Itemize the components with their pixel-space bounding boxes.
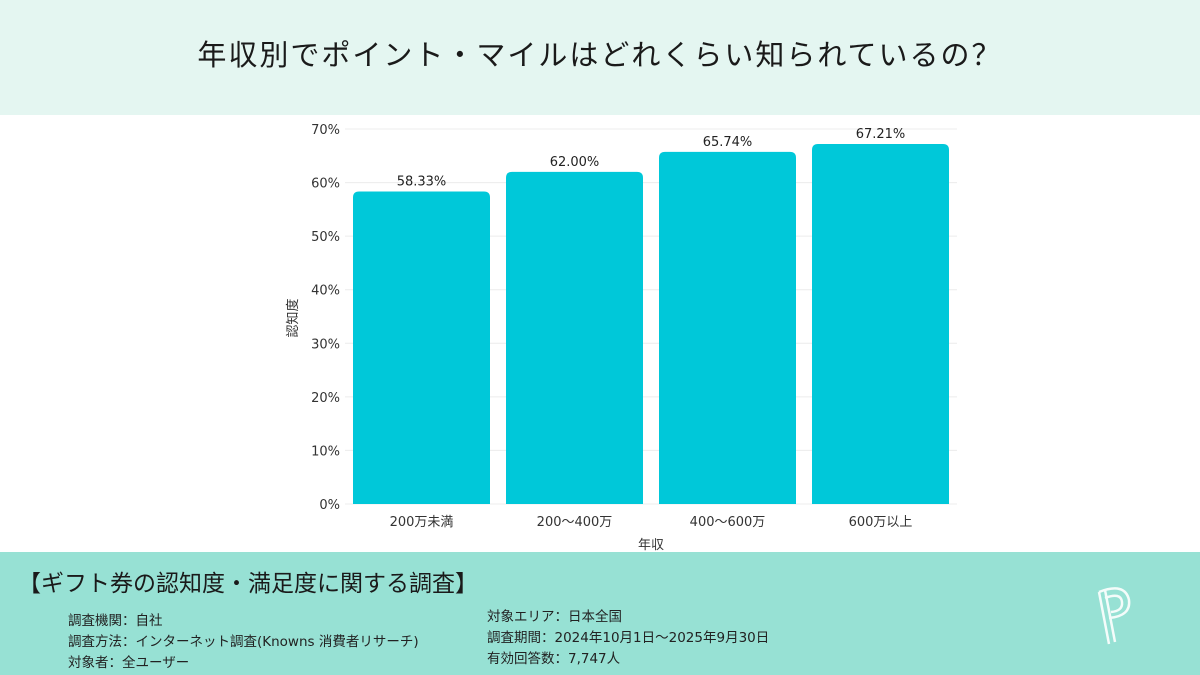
bar [506, 171, 643, 504]
page-title: 年収別でポイント・マイルはどれくらい知られているの？ [197, 38, 1003, 72]
y-axis-label: 認知度 [285, 298, 301, 337]
header-band: 年収別でポイント・マイルはどれくらい知られているの？ [0, 0, 1200, 115]
y-tick-label: 60% [311, 177, 340, 192]
brand-logo-icon [1097, 587, 1131, 645]
survey-footer: 【ギフト券の認知度・満足度に関する調査】 調査機関：自社 調査方法：インターネッ… [0, 552, 1200, 675]
x-tick-label: 200万未満 [390, 515, 454, 530]
survey-info: 対象者：全ユーザー [68, 655, 190, 671]
survey-info: 調査期間：2024年10月1日〜2025年9月30日 [487, 630, 770, 646]
survey-info: 有効回答数：7,747人 [487, 651, 621, 667]
data-label: 58.33% [397, 175, 447, 190]
bar-chart: 0% 10% 20% 30% 40% 50% 60% 70% 58.33% 200万未満 62.00… [285, 123, 957, 552]
bar [812, 143, 949, 505]
y-tick-label: 0% [319, 498, 340, 513]
survey-info: 対象エリア：日本全国 [487, 609, 622, 625]
survey-title: 【ギフト券の認知度・満足度に関する調査】 [18, 571, 478, 597]
data-label: 62.00% [550, 155, 600, 170]
data-label: 67.21% [856, 127, 906, 142]
bar [659, 151, 796, 505]
y-tick-label: 70% [311, 123, 340, 138]
data-label: 65.74% [703, 135, 753, 150]
x-tick-label: 400〜600万 [690, 515, 766, 530]
x-tick-label: 600万以上 [849, 515, 913, 530]
y-tick-label: 40% [311, 284, 340, 299]
y-tick-label: 50% [311, 230, 340, 245]
x-axis-label: 年収 [638, 538, 664, 552]
x-tick-label: 200〜400万 [537, 515, 613, 530]
bar [353, 191, 490, 504]
survey-info: 調査機関：自社 [68, 613, 163, 629]
y-tick-label: 30% [311, 337, 340, 352]
y-tick-label: 20% [311, 391, 340, 406]
survey-info: 調査方法：インターネット調査(Knowns 消費者リサーチ) [68, 634, 419, 650]
y-tick-label: 10% [311, 444, 340, 459]
